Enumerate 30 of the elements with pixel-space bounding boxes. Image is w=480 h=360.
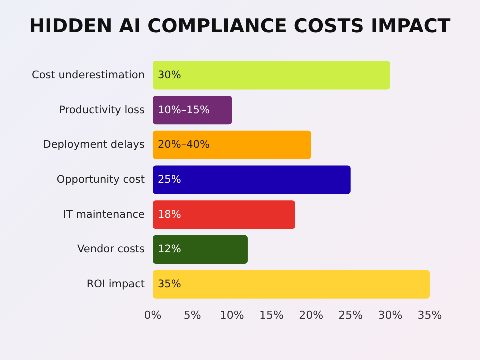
- chart-title: HIDDEN AI COMPLIANCE COSTS IMPACT: [29, 16, 451, 38]
- x-tick-label: 15%: [259, 309, 284, 322]
- bar: [153, 200, 296, 230]
- bar: [153, 270, 430, 299]
- y-tick-label: Vendor costs: [78, 244, 145, 256]
- x-tick-label: 0%: [144, 309, 162, 322]
- x-tick-label: 5%: [184, 309, 202, 322]
- data-label: 12%: [158, 244, 182, 256]
- x-tick-label: 30%: [378, 309, 403, 322]
- y-tick-label: ROI impact: [86, 278, 145, 291]
- y-tick-label: Productivity loss: [59, 104, 145, 116]
- bar: [153, 61, 390, 90]
- bar: [153, 96, 232, 125]
- data-label: 18%: [158, 208, 182, 221]
- bar: [153, 130, 312, 160]
- y-tick-label: Cost underestimation: [32, 69, 145, 82]
- data-label: 25%: [158, 174, 182, 186]
- x-tick-label: 35%: [418, 309, 442, 322]
- x-tick-label: 25%: [338, 309, 364, 322]
- y-tick-label: Opportunity cost: [56, 174, 145, 186]
- data-label: 10%–15%: [158, 104, 210, 116]
- bar: [153, 166, 351, 194]
- bar: [153, 235, 248, 264]
- x-tick-label: 10%: [220, 309, 244, 322]
- y-tick-label: Deployment delays: [43, 139, 145, 152]
- y-tick-label: IT maintenance: [63, 208, 145, 221]
- data-label: 35%: [158, 278, 182, 291]
- x-tick-label: 20%: [299, 309, 324, 322]
- data-label: 30%: [158, 69, 182, 82]
- data-label: 20%–40%: [158, 139, 210, 152]
